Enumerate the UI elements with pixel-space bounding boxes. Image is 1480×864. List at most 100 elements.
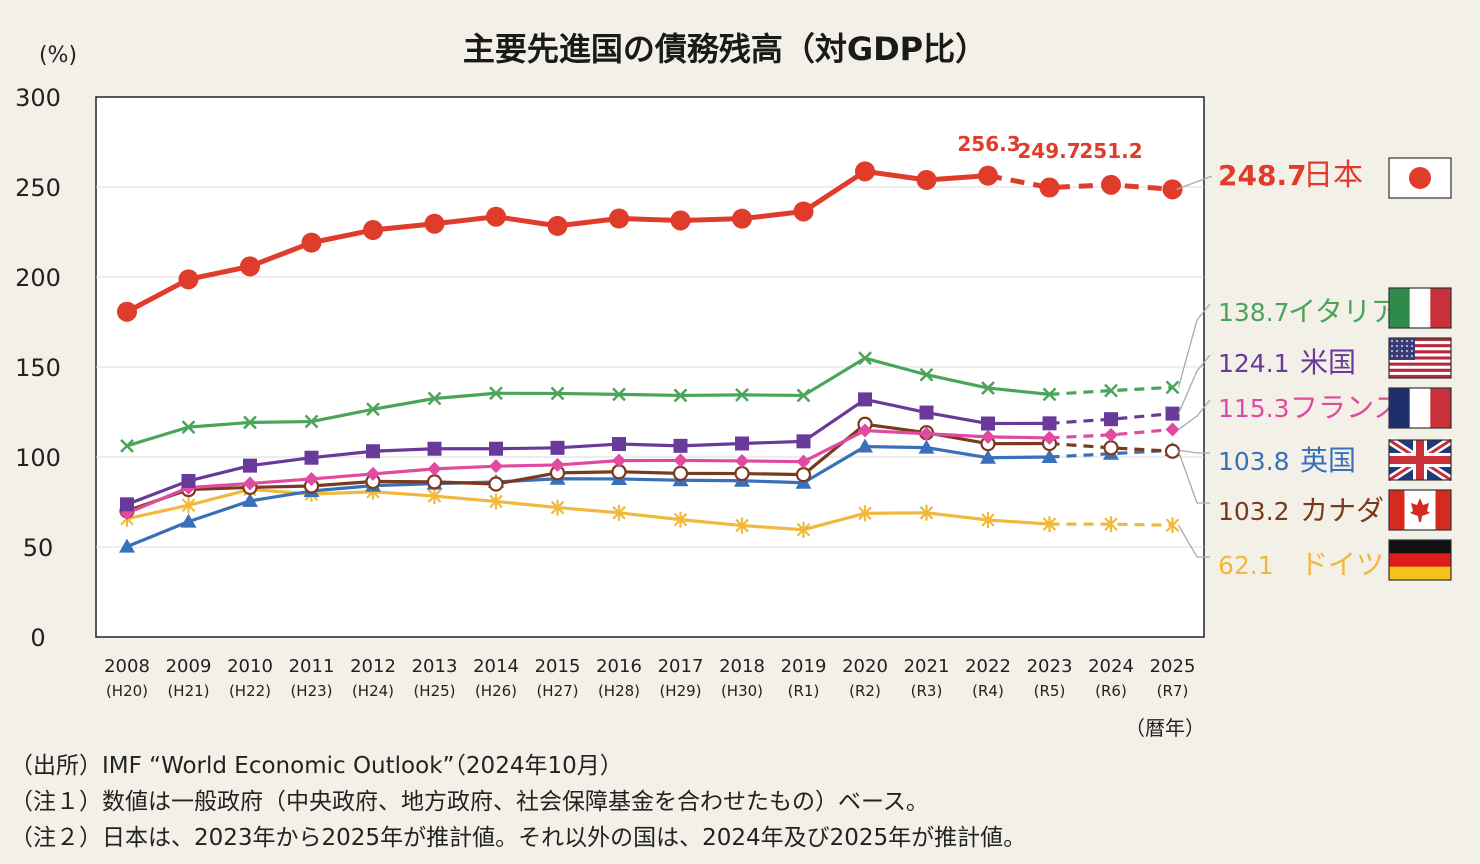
data-point	[735, 453, 749, 468]
x-tick-label: 2011	[289, 656, 335, 677]
flag-star	[1411, 355, 1413, 357]
data-point	[981, 416, 995, 431]
flag-star	[1391, 350, 1393, 352]
data-point	[919, 504, 934, 521]
country-name-label: カナダ	[1300, 494, 1384, 527]
series-line-estimate	[1049, 412, 1173, 425]
flag-star	[1406, 350, 1408, 352]
flag-stripe	[1389, 362, 1451, 366]
x-tick-sublabel: (R6)	[1095, 682, 1127, 700]
x-tick-label: 2021	[904, 656, 950, 677]
flag-star	[1391, 340, 1393, 342]
data-point	[1162, 179, 1183, 200]
flag-stripe	[1389, 350, 1451, 354]
flag-border	[1388, 157, 1452, 199]
data-point	[304, 471, 319, 486]
data-point	[735, 517, 749, 534]
data-point	[427, 488, 442, 505]
data-point	[242, 492, 258, 507]
x-tick-label: 2008	[104, 656, 150, 677]
x-tick-label: 2013	[412, 656, 458, 677]
series-end-label-2: 124.1 米国	[1177, 346, 1356, 414]
data-point	[672, 465, 689, 481]
flag-star	[1411, 340, 1413, 342]
data-point	[1104, 427, 1118, 442]
x-tick-label: 2010	[227, 656, 273, 677]
data-point	[855, 161, 875, 182]
data-point	[1104, 516, 1118, 533]
data-point	[734, 465, 750, 482]
flag-star	[1411, 350, 1413, 352]
x-tick-label: 2017	[658, 656, 704, 677]
data-point	[981, 512, 995, 528]
end-value-label: 103.2	[1218, 497, 1290, 526]
series-line-actual	[126, 487, 1050, 532]
data-point	[1039, 177, 1060, 198]
y-tick-label: 200	[15, 264, 61, 292]
data-point	[366, 402, 380, 417]
flag-star	[1391, 355, 1393, 357]
data-point	[178, 269, 199, 290]
data-point	[735, 388, 749, 402]
x-tick-label: 2024	[1088, 656, 1134, 677]
x-tick-sublabel: (H20)	[106, 682, 148, 700]
y-tick-label: 150	[15, 354, 61, 382]
x-tick-sublabel: (H27)	[536, 682, 578, 700]
leader-line	[1178, 399, 1211, 430]
country-name-label: 英国	[1300, 444, 1356, 477]
flag-border	[1388, 439, 1452, 481]
data-point	[732, 208, 752, 229]
x-tick-label: 2019	[781, 656, 827, 677]
x-tick-sublabel: (H28)	[598, 682, 640, 700]
flag-disc	[1409, 167, 1431, 189]
data-point	[550, 457, 565, 472]
data-point	[858, 505, 872, 522]
series-2	[120, 392, 1180, 512]
flag-star	[1406, 355, 1408, 357]
data-point	[489, 493, 503, 510]
data-point	[363, 220, 383, 241]
japan-flag-icon	[1388, 157, 1452, 199]
flag-stripe	[1389, 388, 1411, 428]
y-tick-label: 0	[30, 624, 45, 652]
data-point	[427, 391, 442, 406]
france-flag-icon	[1388, 387, 1452, 429]
series-line-estimate	[1049, 385, 1173, 396]
note-2: （注２）日本は、2023年から2025年が推計値。それ以外の国は、2024年及び…	[10, 825, 1027, 851]
leader-line	[1177, 354, 1211, 414]
flag-stripe	[1389, 566, 1451, 581]
data-point	[547, 215, 568, 236]
country-name-label: ドイツ	[1300, 548, 1384, 581]
data-point	[1042, 416, 1057, 431]
x-tick-sublabel: (R5)	[1034, 682, 1066, 700]
y-tick-label: 100	[15, 444, 61, 472]
data-point	[612, 453, 626, 468]
value-annotation: 256.3	[957, 132, 1020, 156]
x-tick-label: 2023	[1027, 656, 1073, 677]
y-tick-label: 50	[23, 534, 54, 562]
series-end-label-0: 248.7日本	[1176, 158, 1363, 193]
series-3	[120, 422, 1180, 521]
data-point	[489, 441, 503, 456]
data-point	[240, 256, 260, 277]
data-point	[1164, 443, 1181, 459]
x-tick-sublabel: (H21)	[167, 682, 209, 700]
data-point	[673, 511, 688, 528]
value-annotation: 251.2	[1079, 139, 1142, 163]
germany-flag-icon	[1388, 539, 1452, 581]
data-point	[919, 426, 934, 441]
country-name-label: 米国	[1300, 346, 1356, 379]
data-point	[735, 436, 749, 451]
flag-canton	[1389, 338, 1415, 360]
data-point	[609, 208, 629, 229]
uk-flag-icon	[1386, 436, 1454, 484]
data-point	[612, 387, 626, 402]
data-point	[796, 434, 811, 449]
x-tick-sublabel: (R2)	[849, 682, 881, 700]
data-point	[916, 169, 937, 190]
flag-border	[1388, 287, 1452, 329]
data-point	[858, 423, 872, 438]
leader-line	[1177, 303, 1211, 388]
data-point	[1042, 516, 1057, 533]
